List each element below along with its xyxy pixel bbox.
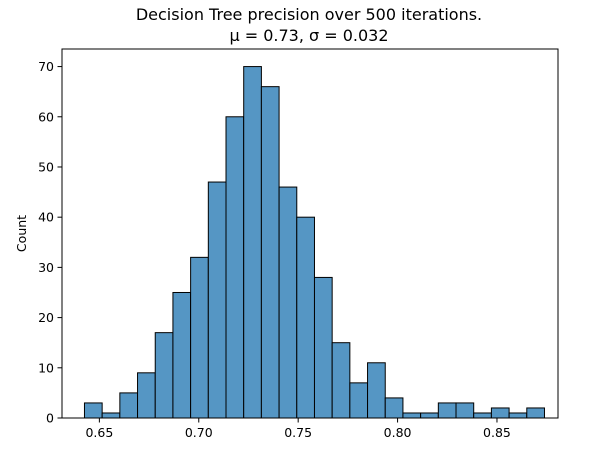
histogram-bar (260, 86, 280, 419)
histogram-bar (225, 116, 245, 419)
plot-frame (61, 48, 559, 419)
bars-group (83, 66, 545, 419)
y-tick-label: 50 (38, 159, 54, 174)
histogram-bar (384, 397, 404, 419)
y-tick-label: 70 (38, 59, 54, 74)
y-tick-label: 30 (38, 260, 54, 275)
histogram-bar (119, 392, 139, 419)
histogram-bar (101, 412, 121, 419)
histogram-bar (490, 407, 510, 419)
histogram-bar (367, 362, 386, 419)
histogram-bar (402, 412, 422, 419)
x-tick-label: 0.65 (85, 425, 113, 440)
histogram-bar (207, 181, 227, 419)
histogram-bar (473, 412, 492, 419)
histogram-bar (137, 372, 156, 419)
x-axis-ticks: 0.65 0.70 0.75 0.80 0.85 (85, 418, 511, 440)
y-tick-label: 10 (38, 360, 54, 375)
histogram-bar (296, 216, 315, 419)
histogram-bar (313, 276, 333, 419)
x-tick-label: 0.70 (185, 425, 213, 440)
histogram-bar (331, 342, 351, 419)
histogram-bar (526, 407, 545, 419)
y-tick-label: 0 (46, 411, 54, 426)
y-axis-ticks: 0 10 20 30 40 50 60 70 (38, 59, 62, 426)
x-tick-label: 0.75 (284, 425, 312, 440)
y-tick-label: 40 (38, 210, 54, 225)
histogram-bar (172, 291, 192, 419)
histogram-bar (349, 382, 369, 419)
histogram-bar (508, 412, 528, 419)
histogram-bar (83, 402, 103, 419)
histogram-bar (154, 332, 174, 419)
y-tick-label: 20 (38, 310, 54, 325)
x-tick-label: 0.85 (483, 425, 511, 440)
x-tick-label: 0.80 (384, 425, 412, 440)
histogram-bar (420, 412, 439, 419)
y-axis-label: Count (14, 215, 29, 252)
histogram-bar (243, 66, 262, 419)
histogram-bar (278, 186, 298, 419)
histogram-bar (437, 402, 457, 419)
chart-subtitle: μ = 0.73, σ = 0.032 (229, 26, 388, 45)
y-tick-label: 60 (38, 109, 54, 124)
histogram-bar (190, 256, 209, 419)
histogram-bar (455, 402, 475, 419)
chart-title: Decision Tree precision over 500 iterati… (136, 5, 482, 24)
